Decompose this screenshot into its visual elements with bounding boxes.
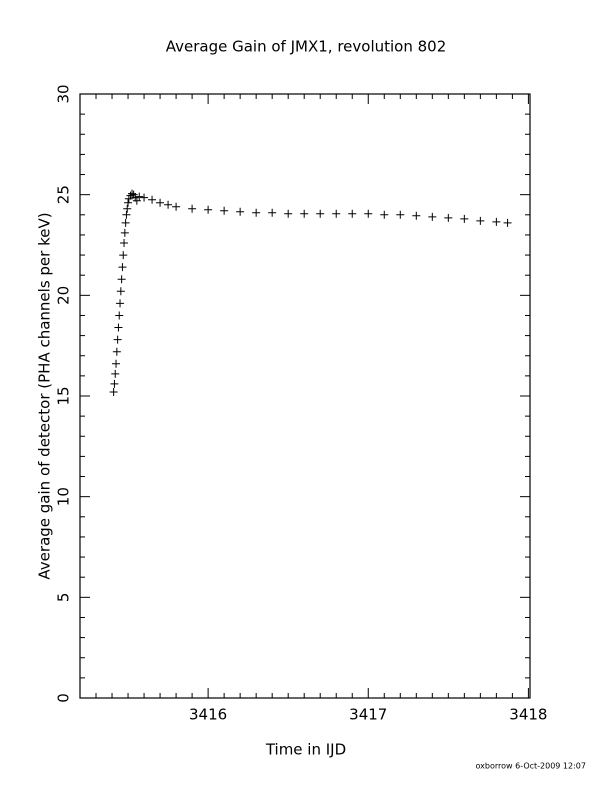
data-point [220, 206, 229, 215]
x-tick-label: 3416 [189, 706, 227, 724]
y-tick-label: 10 [55, 487, 73, 506]
data-point [121, 218, 130, 227]
data-point [460, 214, 469, 223]
data-point [116, 299, 125, 308]
data-point [380, 210, 389, 219]
data-point [476, 216, 485, 225]
data-point [148, 195, 157, 204]
y-tick-label: 30 [55, 84, 73, 103]
data-point [118, 263, 127, 272]
data-point [204, 205, 213, 214]
data-point [123, 204, 132, 213]
data-point [503, 218, 512, 227]
data-point [236, 207, 245, 216]
x-tick-label: 3418 [509, 706, 547, 724]
chart-title: Average Gain of JMX1, revolution 802 [166, 38, 447, 56]
data-point [117, 275, 126, 284]
data-point [284, 209, 293, 218]
data-point [128, 189, 137, 198]
x-axis-label: Time in IJD [265, 741, 346, 759]
data-point [114, 323, 123, 332]
data-point [172, 202, 181, 211]
plot-frame [79, 93, 531, 699]
y-tick-label: 5 [55, 593, 73, 603]
data-point [188, 204, 197, 213]
data-point [268, 208, 277, 217]
data-point [111, 369, 120, 378]
y-axis-label: Average gain of detector (PHA channels p… [36, 212, 54, 579]
data-point [113, 335, 122, 344]
data-point [124, 198, 133, 207]
y-tick-label: 25 [55, 185, 73, 204]
data-point [140, 193, 149, 202]
data-point [132, 196, 141, 205]
x-tick-label: 3417 [349, 706, 387, 724]
data-point [115, 311, 124, 320]
data-point [119, 251, 128, 260]
data-point [332, 209, 341, 218]
data-point [252, 208, 261, 217]
data-point [112, 347, 121, 356]
data-point [348, 209, 357, 218]
data-point [412, 211, 421, 220]
data-point [135, 192, 144, 201]
data-point [156, 198, 165, 207]
data-point [364, 209, 373, 218]
data-point [120, 228, 129, 237]
data-point [428, 212, 437, 221]
data-point [126, 191, 135, 200]
footer: oxborrow 6-Oct-2009 12:07 [476, 762, 586, 771]
data-point [316, 209, 325, 218]
data-point [492, 217, 501, 226]
data-point [444, 213, 453, 222]
data-point [396, 210, 405, 219]
y-tick-label: 0 [55, 693, 73, 703]
data-point [122, 210, 131, 219]
data-point [300, 209, 309, 218]
data-point [164, 200, 173, 209]
data-point [109, 387, 118, 396]
data-point [110, 379, 119, 388]
data-point [112, 359, 121, 368]
data-point [116, 287, 125, 296]
y-tick-label: 20 [55, 286, 73, 305]
y-tick-label: 15 [55, 386, 73, 405]
data-point [120, 238, 129, 247]
